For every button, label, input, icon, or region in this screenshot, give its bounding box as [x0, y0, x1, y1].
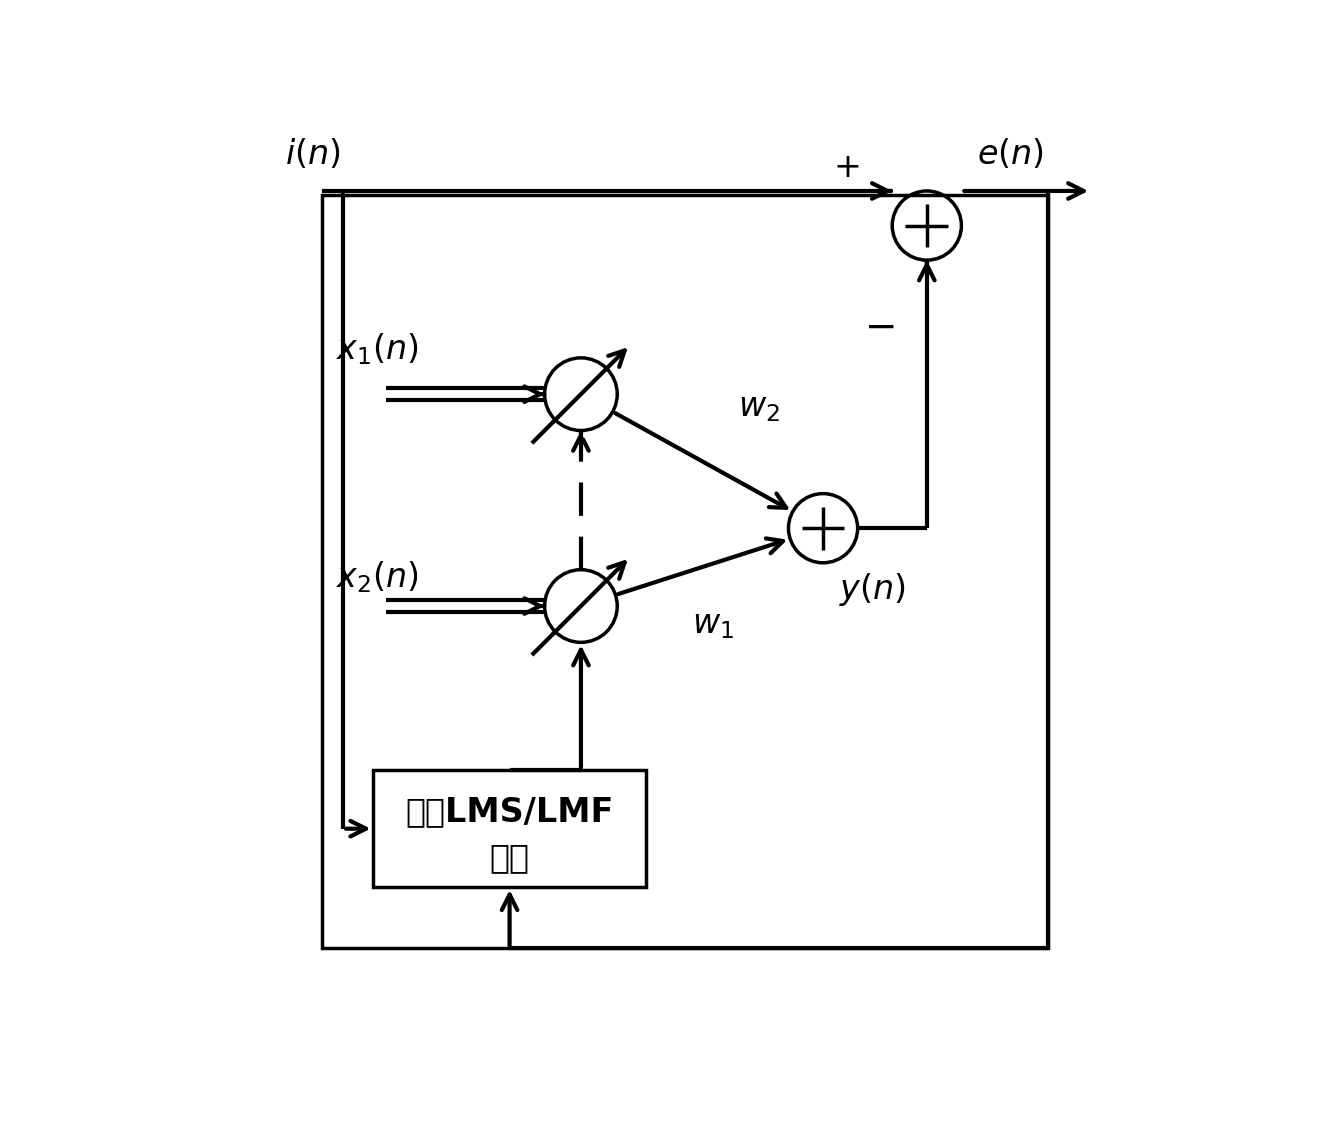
Text: $x_2(n)$: $x_2(n)$: [337, 559, 420, 595]
Text: $i(n)$: $i(n)$: [285, 137, 341, 171]
Text: 算法: 算法: [489, 841, 529, 875]
Text: 改进LMS/LMF: 改进LMS/LMF: [405, 795, 613, 828]
Text: $-$: $-$: [864, 308, 895, 346]
Text: $x_1(n)$: $x_1(n)$: [337, 331, 420, 366]
Text: $w_2$: $w_2$: [739, 392, 780, 424]
Text: $w_1$: $w_1$: [692, 608, 733, 640]
Text: $e(n)$: $e(n)$: [977, 137, 1043, 171]
Bar: [322, 195, 1047, 948]
Text: $y(n)$: $y(n)$: [839, 570, 906, 608]
Bar: [373, 770, 645, 887]
Text: $+$: $+$: [834, 152, 860, 184]
